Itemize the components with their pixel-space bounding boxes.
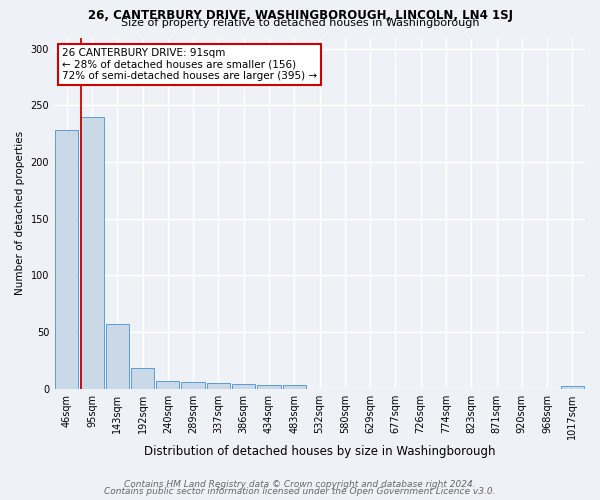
Bar xyxy=(207,383,230,388)
Bar xyxy=(156,381,179,388)
Y-axis label: Number of detached properties: Number of detached properties xyxy=(15,131,25,295)
Text: Contains HM Land Registry data © Crown copyright and database right 2024.: Contains HM Land Registry data © Crown c… xyxy=(124,480,476,489)
Bar xyxy=(106,324,129,388)
Bar xyxy=(257,386,281,388)
Bar xyxy=(55,130,79,388)
Text: 26, CANTERBURY DRIVE, WASHINGBOROUGH, LINCOLN, LN4 1SJ: 26, CANTERBURY DRIVE, WASHINGBOROUGH, LI… xyxy=(88,9,512,22)
Bar xyxy=(181,382,205,388)
Text: Size of property relative to detached houses in Washingborough: Size of property relative to detached ho… xyxy=(121,18,479,28)
Text: Contains public sector information licensed under the Open Government Licence v3: Contains public sector information licen… xyxy=(104,487,496,496)
Bar xyxy=(283,386,306,388)
Bar xyxy=(561,386,584,388)
Bar xyxy=(232,384,256,388)
Text: 26 CANTERBURY DRIVE: 91sqm
← 28% of detached houses are smaller (156)
72% of sem: 26 CANTERBURY DRIVE: 91sqm ← 28% of deta… xyxy=(62,48,317,81)
X-axis label: Distribution of detached houses by size in Washingborough: Distribution of detached houses by size … xyxy=(144,444,495,458)
Bar xyxy=(131,368,154,388)
Bar xyxy=(80,117,104,388)
